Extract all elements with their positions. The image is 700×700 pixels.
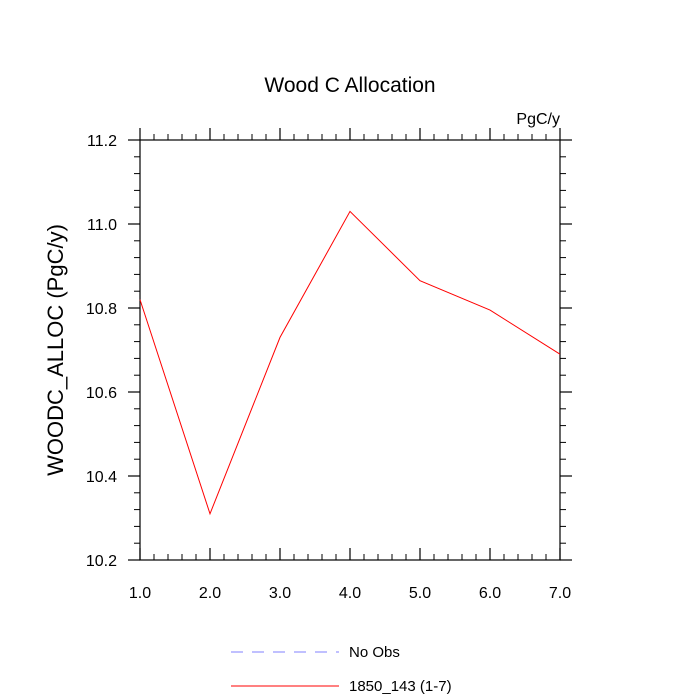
y-tick-label: 11.0 (87, 217, 117, 234)
x-tick-label: 5.0 (409, 585, 431, 602)
y-tick-label: 10.4 (86, 469, 117, 486)
y-tick-label: 11.2 (87, 133, 117, 150)
y-tick-label: 10.8 (86, 301, 117, 318)
x-tick-label: 3.0 (269, 585, 291, 602)
y-tick-label: 10.2 (86, 553, 117, 570)
legend-label: No Obs (349, 644, 400, 661)
x-tick-label: 6.0 (479, 585, 501, 602)
axis-tick-labels: 1.0 2.0 3.0 4.0 5.0 6.0 7.0 10.2 10.4 10.6 10.8 11.… (86, 133, 571, 602)
legend: No Obs 1850_143 (1-7) (231, 644, 452, 695)
x-tick-label: 2.0 (199, 585, 221, 602)
x-tick-label: 7.0 (549, 585, 571, 602)
y-tick-label: 10.6 (86, 385, 117, 402)
legend-label: 1850_143 (1-7) (349, 678, 452, 695)
series-group (139, 210, 561, 516)
plot-frame (139, 139, 561, 561)
series-line (139, 210, 561, 516)
chart-title: Wood C Allocation (264, 74, 435, 97)
x-tick-label: 4.0 (339, 585, 361, 602)
y-axis-label: WOODC_ALLOC (PgC/y) (43, 224, 68, 476)
units-label: PgC/y (516, 111, 560, 128)
x-tick-label: 1.0 (129, 585, 151, 602)
axis-ticks (128, 128, 572, 561)
